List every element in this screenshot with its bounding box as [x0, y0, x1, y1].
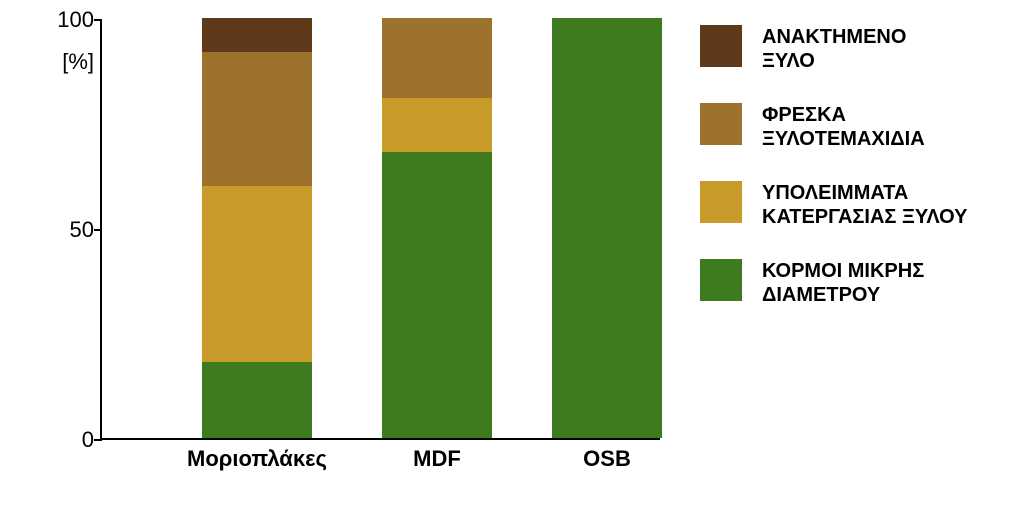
legend-swatch-anakt	[700, 25, 742, 67]
legend-swatch-kormoi	[700, 259, 742, 301]
y-tick-label: 100	[57, 7, 94, 33]
y-tick-mark	[94, 439, 102, 441]
x-label-osb: OSB	[517, 446, 697, 472]
legend: ΑΝΑΚΤΗΜΕΝΟ ΞΥΛΟ ΦΡΕΣΚΑ ΞΥΛΟΤΕΜΑΧΙΔΙΑ ΥΠΟΛΕ…	[700, 25, 1000, 337]
legend-swatch-ypoleim	[700, 181, 742, 223]
bar-segment-mdf-ypoleim	[382, 98, 492, 153]
x-label-morio: Μοριοπλάκες	[167, 446, 347, 472]
x-label-mdf: MDF	[347, 446, 527, 472]
legend-item-kormoi: ΚΟΡΜΟΙ ΜΙΚΡΗΣ ΔΙΑΜΕΤΡΟΥ	[700, 259, 1000, 307]
bar-segment-mdf-freska	[382, 18, 492, 98]
legend-label-ypoleim: ΥΠΟΛΕΙΜΜΑΤΑ ΚΑΤΕΡΓΑΣΙΑΣ ΞΥΛΟΥ	[762, 181, 968, 229]
y-tick-label: 50	[70, 217, 94, 243]
bar-segment-morio-anakt	[202, 18, 312, 52]
bar-segment-osb-kormoi	[552, 18, 662, 438]
y-axis-unit: [%]	[62, 49, 94, 75]
legend-swatch-freska	[700, 103, 742, 145]
legend-item-ypoleim: ΥΠΟΛΕΙΜΜΑΤΑ ΚΑΤΕΡΓΑΣΙΑΣ ΞΥΛΟΥ	[700, 181, 1000, 229]
bar-segment-morio-ypoleim	[202, 186, 312, 362]
legend-label-freska: ΦΡΕΣΚΑ ΞΥΛΟΤΕΜΑΧΙΔΙΑ	[762, 103, 925, 151]
bar-segment-morio-freska	[202, 52, 312, 186]
bar-segment-morio-kormoi	[202, 362, 312, 438]
y-tick-label: 0	[82, 427, 94, 453]
legend-item-anakt: ΑΝΑΚΤΗΜΕΝΟ ΞΥΛΟ	[700, 25, 1000, 73]
legend-label-anakt: ΑΝΑΚΤΗΜΕΝΟ ΞΥΛΟ	[762, 25, 906, 73]
legend-label-kormoi: ΚΟΡΜΟΙ ΜΙΚΡΗΣ ΔΙΑΜΕΤΡΟΥ	[762, 259, 924, 307]
legend-item-freska: ΦΡΕΣΚΑ ΞΥΛΟΤΕΜΑΧΙΔΙΑ	[700, 103, 1000, 151]
plot-area: 050100[%]ΜοριοπλάκεςMDFOSB	[100, 20, 660, 440]
bar-segment-mdf-kormoi	[382, 152, 492, 438]
chart-container: 050100[%]ΜοριοπλάκεςMDFOSB ΑΝΑΚΤΗΜΕΝΟ ΞΥ…	[60, 20, 1000, 490]
y-tick-mark	[94, 229, 102, 231]
y-tick-mark	[94, 19, 102, 21]
